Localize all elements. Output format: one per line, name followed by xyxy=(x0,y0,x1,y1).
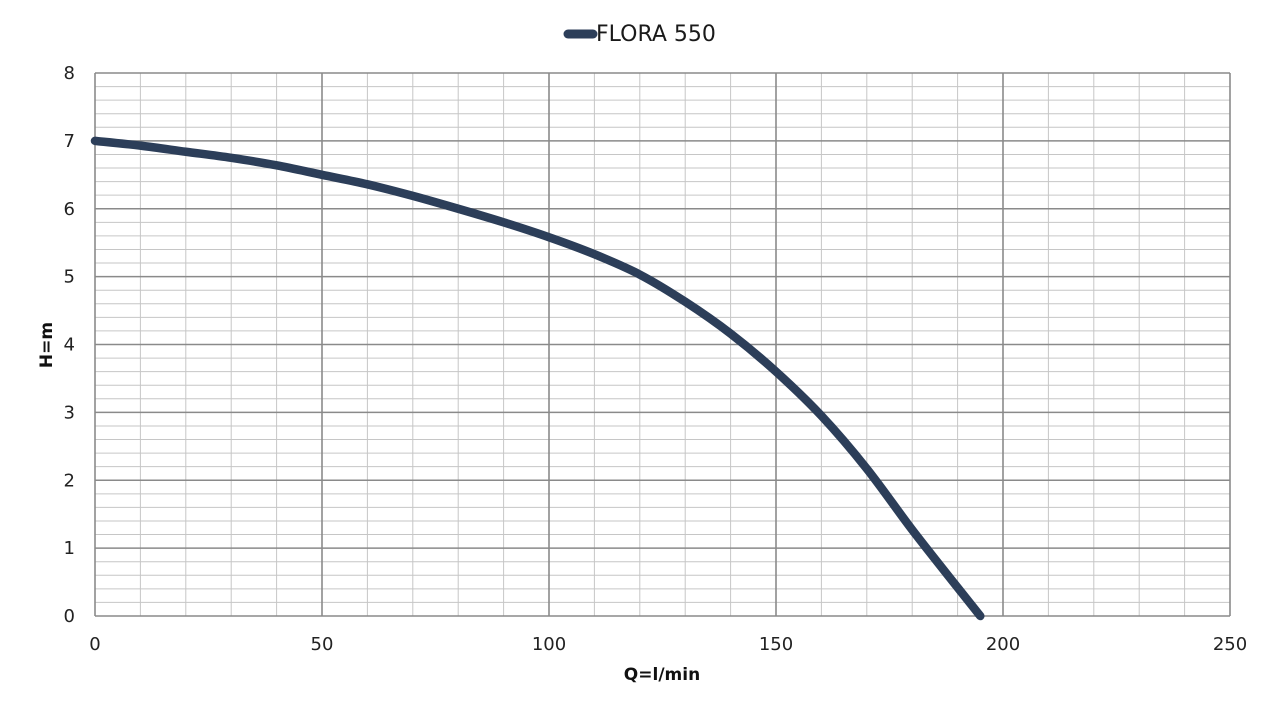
y-tick-label: 3 xyxy=(64,402,75,423)
y-tick-label: 5 xyxy=(64,267,75,288)
y-tick-label: 1 xyxy=(64,538,75,559)
y-tick-label: 8 xyxy=(64,63,75,84)
y-tick-label: 0 xyxy=(64,606,75,627)
x-tick-label: 100 xyxy=(532,634,566,655)
x-axis-ticks: 0 50 100 150 200 250 xyxy=(89,634,1247,655)
y-tick-label: 4 xyxy=(64,335,75,356)
series-line-flora-550 xyxy=(90,136,985,621)
y-axis-ticks: 0 1 2 3 4 5 6 7 8 xyxy=(64,63,75,627)
x-tick-label: 150 xyxy=(759,634,793,655)
x-tick-label: 250 xyxy=(1213,634,1247,655)
y-tick-label: 6 xyxy=(64,199,75,220)
x-tick-label: 200 xyxy=(986,634,1020,655)
legend: FLORA 550 xyxy=(563,22,716,47)
x-tick-label: 50 xyxy=(311,634,334,655)
y-tick-label: 7 xyxy=(64,131,75,152)
y-axis-title: H=m xyxy=(37,322,57,368)
major-grid xyxy=(94,72,1231,617)
x-tick-label: 0 xyxy=(89,634,100,655)
series-layer xyxy=(90,136,985,621)
y-tick-label: 2 xyxy=(64,470,75,491)
x-axis-title: Q=l/min xyxy=(624,665,700,685)
legend-label-flora-550: FLORA 550 xyxy=(596,22,716,47)
